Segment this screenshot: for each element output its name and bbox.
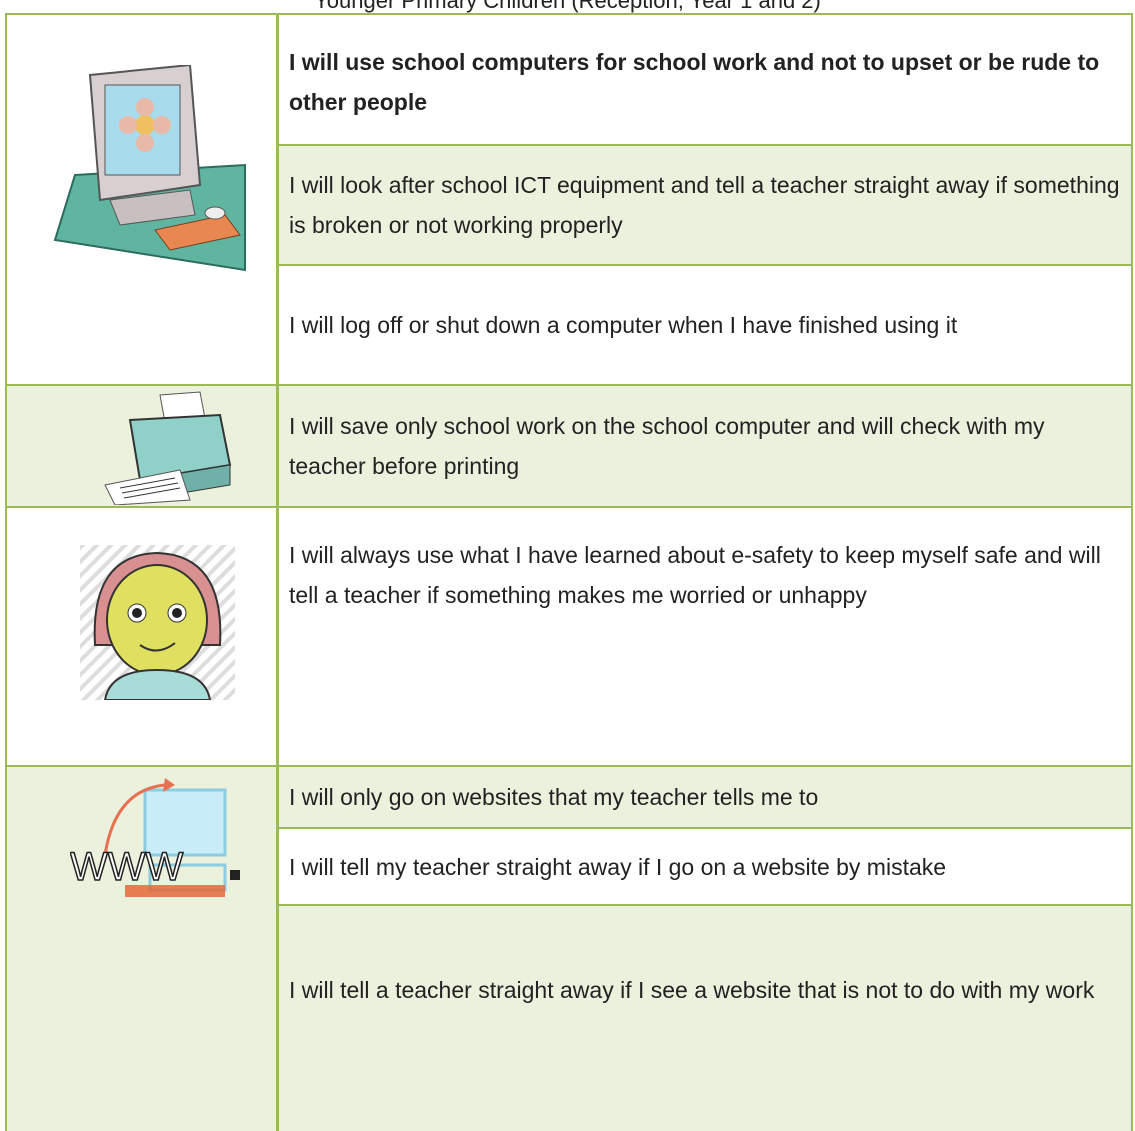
title: Younger Primary Children (Reception, Yea… [314,0,821,13]
border [5,506,1133,508]
rule-text: I will save only school work on the scho… [289,413,1045,479]
rule-text: I will tell a teacher straight away if I… [289,977,1095,1003]
band [277,905,1133,1131]
border [277,264,1133,266]
border [277,827,1133,829]
rule-text: I will only go on websites that my teach… [289,784,819,810]
printer-icon [104,391,232,505]
border [5,13,1133,15]
band [277,766,1133,828]
border [277,144,1133,146]
border [1131,13,1133,1131]
rule-text: I will always use what I have learned ab… [289,542,1101,608]
rule-text: I will look after school ICT equipment a… [289,172,1120,238]
border [5,765,1133,767]
www-icon: WWW [70,778,240,897]
girl-icon [80,545,235,700]
computer-icon [53,65,246,272]
border [5,384,1133,386]
border [5,13,7,1131]
rule-text: I will log off or shut down a computer w… [289,312,958,338]
svg-text:WWW: WWW [70,845,184,889]
band [5,766,277,1131]
border [276,13,279,1131]
band [277,145,1133,265]
rule-text: I will use school computers for school w… [289,48,1100,115]
border [277,904,1133,906]
rule-text: I will tell my teacher straight away if … [289,853,947,880]
